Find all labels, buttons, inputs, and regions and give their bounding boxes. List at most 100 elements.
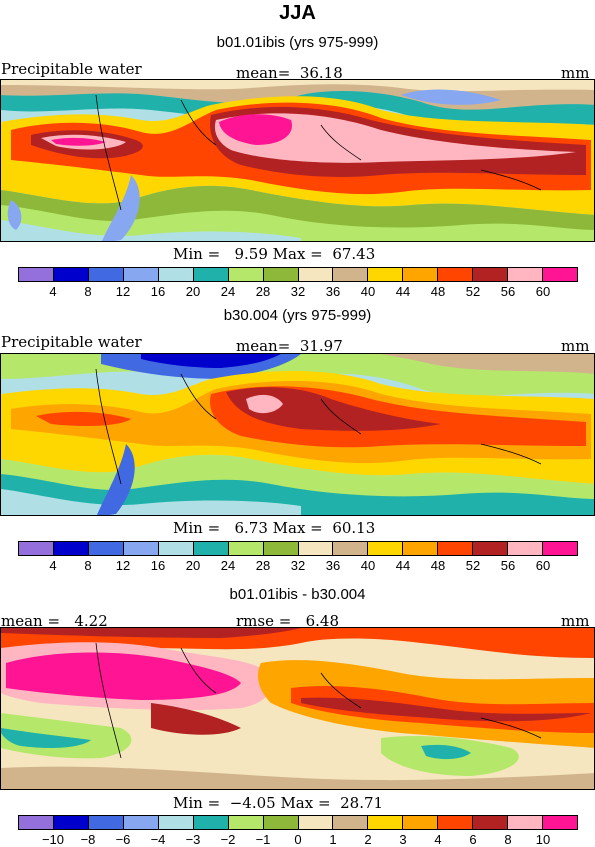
panel1-colorbar-tick-label: 56 [500, 284, 516, 299]
panel1-map [0, 79, 595, 242]
panel2-colorbar-swatch [19, 542, 54, 555]
panel2-colorbar-tick-label: 40 [360, 558, 376, 573]
panel2-colorbar-tick-label: 44 [395, 558, 411, 573]
panel3-colorbar-tick-label: 1 [329, 832, 337, 847]
panel1-colorbar-swatch [473, 268, 509, 281]
panel3-field [1, 628, 594, 789]
panel2-variable-label: Precipitable water [1, 333, 142, 351]
panel3-colorbar-tick-label: 8 [504, 832, 512, 847]
panel2-colorbar-swatch [193, 542, 229, 555]
panel1-colorbar-tick-label: 32 [290, 284, 306, 299]
panel1-colorbar-tick-label: 8 [84, 284, 92, 299]
panel1-colorbar-tick-label: 40 [360, 284, 376, 299]
panel2-colorbar-swatch [438, 542, 474, 555]
panel2-field [1, 354, 594, 515]
season-title: JJA [279, 2, 316, 24]
panel1-colorbar-tick-label: 48 [430, 284, 446, 299]
panel2-colorbar-tick-label: 12 [115, 558, 131, 573]
panel2-colorbar-swatch [158, 542, 194, 555]
panel3-colorbar-tick-label: −3 [185, 832, 201, 847]
panel3-rmse: rmse = 6.48 [236, 612, 340, 630]
panel1-colorbar-swatch [403, 268, 439, 281]
panel3-colorbar-tick-label: −2 [220, 832, 236, 847]
panel2-colorbar-tick-label: 4 [49, 558, 57, 573]
panel3-map [0, 627, 595, 790]
panel1-title: b01.01ibis (yrs 975-999) [216, 34, 379, 51]
panel1-colorbar-tick-label: 20 [185, 284, 201, 299]
panel2-title: b30.004 (yrs 975-999) [223, 307, 372, 324]
panel1-colorbar-swatch [543, 268, 577, 281]
panel2-colorbar-swatch [228, 542, 264, 555]
panel3-colorbar-swatch [123, 816, 159, 829]
panel1-minmax: Min = 9.59 Max = 67.43 [173, 245, 376, 263]
panel3-units: mm [561, 612, 590, 630]
panel3-colorbar-swatch [263, 816, 299, 829]
panel2-colorbar-ticks: 4 8 12 16 20 24 28 32 36 40 44 48 52 56 60 [18, 558, 578, 574]
panel3-colorbar-tick-label: 3 [399, 832, 407, 847]
panel1-colorbar-tick-label: 16 [150, 284, 166, 299]
panel1-colorbar-swatch [298, 268, 334, 281]
panel3-colorbar-swatch [438, 816, 474, 829]
panel2-colorbar [18, 541, 578, 556]
panel1-colorbar-swatch [508, 268, 544, 281]
panel3-colorbar-swatch [508, 816, 544, 829]
panel1-colorbar-swatch [193, 268, 229, 281]
panel3-colorbar [18, 815, 578, 830]
panel2-colorbar-swatch [543, 542, 577, 555]
panel2-colorbar-swatch [88, 542, 124, 555]
panel3-colorbar-tick-label: −4 [150, 832, 166, 847]
panel2-map [0, 353, 595, 516]
panel3-colorbar-tick-label: 0 [294, 832, 302, 847]
panel1-colorbar-swatch [228, 268, 264, 281]
panel1-variable-label: Precipitable water [1, 60, 142, 78]
panel3-colorbar-tick-label: 4 [434, 832, 442, 847]
panel1-mean: mean= 36.18 [236, 64, 343, 82]
panel1-colorbar-tick-label: 4 [49, 284, 57, 299]
panel1-colorbar-swatch [333, 268, 369, 281]
panel3-colorbar-tick-label: 2 [364, 832, 372, 847]
panel3-colorbar-swatch [333, 816, 369, 829]
panel2-mean: mean= 31.97 [236, 337, 343, 355]
panel2-colorbar-swatch [333, 542, 369, 555]
panel3-colorbar-tick-label: −8 [80, 832, 96, 847]
panel2-colorbar-tick-label: 36 [325, 558, 341, 573]
panel2-colorbar-swatch [368, 542, 404, 555]
panel2-colorbar-tick-label: 52 [465, 558, 481, 573]
panel2-colorbar-swatch [53, 542, 89, 555]
panel1-colorbar-tick-label: 24 [220, 284, 236, 299]
panel1-colorbar-swatch [368, 268, 404, 281]
panel3-colorbar-swatch [19, 816, 54, 829]
panel2-units: mm [561, 337, 590, 355]
panel2-colorbar-tick-label: 48 [430, 558, 446, 573]
panel1-colorbar-swatch [19, 268, 54, 281]
panel3-mean: mean = 4.22 [1, 612, 108, 630]
panel1-colorbar-ticks: 4 8 12 16 20 24 28 32 36 40 44 48 52 56 60 [18, 284, 578, 300]
panel3-colorbar-tick-label: 6 [469, 832, 477, 847]
panel1-colorbar-swatch [123, 268, 159, 281]
panel2-colorbar-tick-label: 56 [500, 558, 516, 573]
panel1-colorbar-swatch [88, 268, 124, 281]
panel2-colorbar-swatch [403, 542, 439, 555]
panel3-title: b01.01ibis - b30.004 [229, 586, 366, 603]
panel3-colorbar-tick-label: −6 [115, 832, 131, 847]
panel1-colorbar-tick-label: 52 [465, 284, 481, 299]
panel3-colorbar-tick-label: 10 [535, 832, 551, 847]
panel1-colorbar-swatch [158, 268, 194, 281]
panel1-units: mm [561, 64, 590, 82]
panel2-colorbar-tick-label: 32 [290, 558, 306, 573]
panel1-colorbar-swatch [438, 268, 474, 281]
panel1-colorbar-tick-label: 12 [115, 284, 131, 299]
panel1-field [1, 80, 594, 241]
panel2-colorbar-tick-label: 60 [535, 558, 551, 573]
panel2-colorbar-swatch [123, 542, 159, 555]
panel1-colorbar-tick-label: 36 [325, 284, 341, 299]
panel2-colorbar-tick-label: 28 [255, 558, 271, 573]
panel3-colorbar-swatch [298, 816, 334, 829]
panel2-colorbar-swatch [508, 542, 544, 555]
panel3-colorbar-swatch [543, 816, 577, 829]
panel3-colorbar-ticks: −10 −8 −6 −4 −3 −2 −1 0 1 2 3 4 6 8 10 [18, 832, 578, 847]
panel2-minmax: Min = 6.73 Max = 60.13 [173, 519, 376, 537]
panel3-colorbar-swatch [53, 816, 89, 829]
panel2-colorbar-tick-label: 8 [84, 558, 92, 573]
panel1-colorbar-tick-label: 44 [395, 284, 411, 299]
